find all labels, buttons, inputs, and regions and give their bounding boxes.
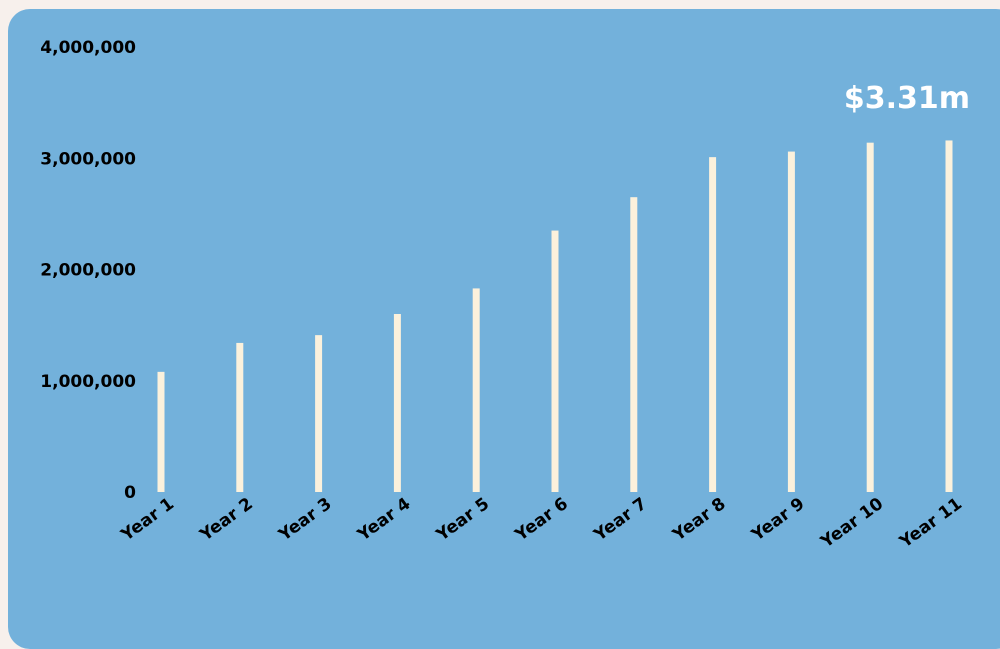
x-tick-label: Year 11 [895, 494, 966, 553]
bar [393, 314, 401, 492]
x-tick-label: Year 4 [353, 494, 414, 546]
y-axis: 0 1,000,000 2,000,000 3,000,000 4,000,000 [40, 38, 136, 503]
x-tick-label: Year 9 [747, 494, 808, 546]
x-tick-label: Year 5 [432, 494, 493, 546]
x-tick-label: Year 8 [669, 494, 730, 546]
y-tick-label: 3,000,000 [40, 149, 136, 169]
y-tick-label: 4,000,000 [40, 38, 136, 58]
annotation-label: $3.31m [844, 81, 970, 116]
y-tick-label: 1,000,000 [40, 372, 136, 392]
x-tick-label: Year 6 [511, 494, 572, 546]
x-axis: Year 1 Year 2 Year 3 Year 4 Year 5 Year 6 Year… [117, 494, 966, 553]
bar [787, 151, 795, 492]
bar-chart: 0 1,000,000 2,000,000 3,000,000 4,000,000 Ye… [40, 38, 970, 553]
x-tick-label: Year 7 [590, 494, 651, 546]
bar [472, 288, 480, 492]
x-tick-label: Year 10 [817, 494, 888, 553]
bar [157, 371, 165, 492]
bar [709, 157, 717, 492]
bar [236, 342, 244, 492]
bar [866, 142, 874, 493]
y-tick-label: 2,000,000 [40, 261, 136, 281]
x-tick-label: Year 3 [275, 494, 336, 546]
bar-series [157, 140, 953, 493]
y-tick-label: 0 [124, 483, 136, 503]
x-tick-label: Year 2 [196, 494, 257, 546]
chart-card [8, 9, 1000, 649]
bar [551, 230, 559, 492]
bar [315, 335, 323, 492]
bar [630, 197, 638, 492]
bar [945, 140, 953, 492]
